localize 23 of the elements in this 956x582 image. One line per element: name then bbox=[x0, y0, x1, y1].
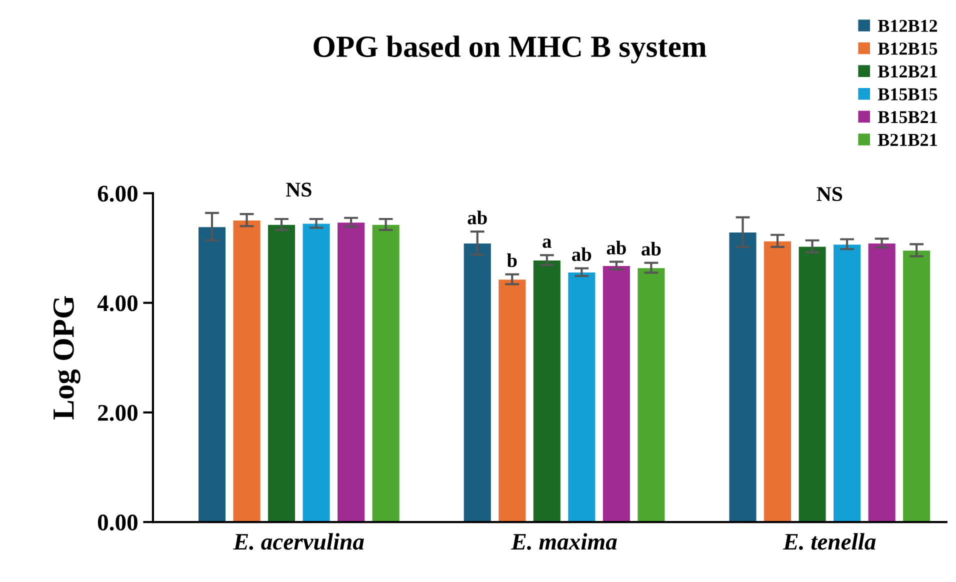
annotation: NS bbox=[816, 187, 842, 202]
legend-label: B21B21 bbox=[878, 134, 937, 146]
data-label: ab bbox=[468, 210, 487, 224]
data-label: b bbox=[506, 253, 517, 268]
legend-label: B12B21 bbox=[878, 65, 937, 78]
data-label: ab bbox=[642, 242, 661, 256]
data-label: a bbox=[542, 238, 552, 248]
data-label: ab bbox=[606, 240, 626, 254]
legend-label: B12B12 bbox=[878, 20, 938, 32]
y-axis-title: Log OPG bbox=[53, 296, 80, 420]
annotation: NS bbox=[286, 182, 312, 197]
x-tick-label: E. maxima bbox=[510, 533, 617, 550]
y-tick-label: 4.00 bbox=[97, 295, 138, 312]
x-tick-label: E. tenella bbox=[782, 533, 876, 550]
legend-label: B15B15 bbox=[878, 88, 938, 100]
y-tick-label: 0.00 bbox=[98, 514, 138, 531]
chart-title: OPG based on MHC B system bbox=[314, 36, 706, 64]
legend-label: B15B21 bbox=[878, 111, 937, 124]
data-label: ab bbox=[572, 247, 592, 262]
y-tick-label: 2.00 bbox=[98, 404, 138, 421]
y-tick-label: 6.00 bbox=[98, 186, 138, 202]
legend-label: B12B15 bbox=[878, 42, 938, 55]
x-tick-label: E. acervulina bbox=[233, 533, 364, 550]
